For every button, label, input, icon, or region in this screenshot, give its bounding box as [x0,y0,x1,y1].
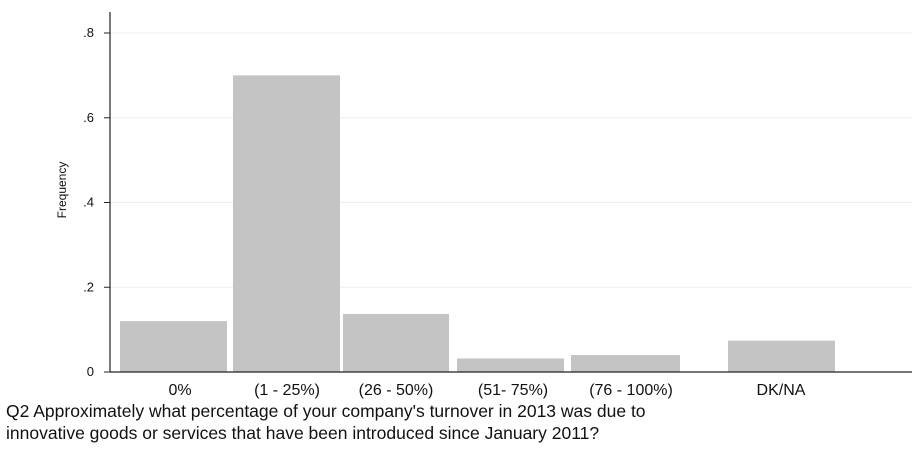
y-tick-label: .4 [83,195,94,210]
y-tick-label: 0 [87,364,94,379]
category-label: 0% [168,382,191,399]
caption-line-2: innovative goods or services that have b… [6,423,600,443]
bar [728,340,835,372]
category-label: (76 - 100%) [589,382,673,399]
y-tick-label: .6 [83,110,94,125]
bar-chart: 0 .2 .4 .6 .8 Frequency 0% (1 - 25%) (26 - 50%) (… [55,12,912,399]
bar [233,75,340,372]
y-tick-label: .2 [83,279,94,294]
y-axis-title: Frequency [55,162,69,219]
bar [343,313,449,372]
category-label: DK/NA [757,382,806,399]
category-label: (1 - 25%) [254,382,320,399]
category-label: (51- 75%) [478,382,548,399]
bar [120,321,227,372]
category-label: (26 - 50%) [359,382,434,399]
chart-caption: Q2 Approximately what percentage of your… [6,400,911,444]
bar [571,355,680,372]
y-tick-label: .8 [83,25,94,40]
bar [457,358,564,372]
caption-line-1: Q2 Approximately what percentage of your… [6,401,646,421]
